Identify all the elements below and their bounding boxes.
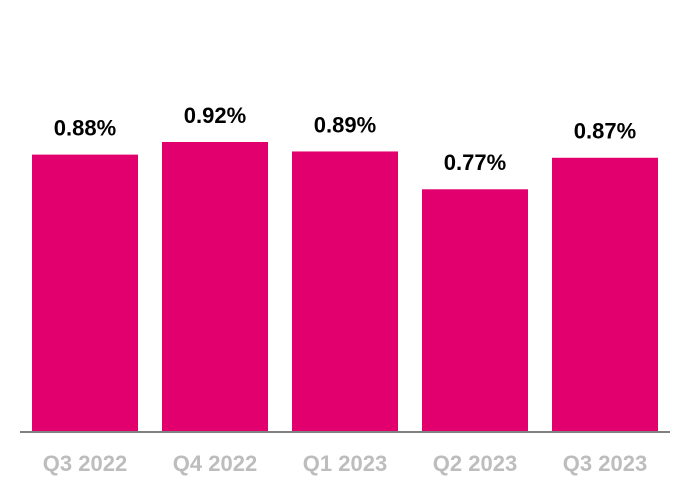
value-label: 0.77% (444, 150, 506, 175)
bar (162, 142, 268, 432)
x-tick-label: Q3 2022 (43, 451, 127, 476)
bar (292, 151, 398, 432)
x-tick-label: Q1 2023 (303, 451, 387, 476)
value-label: 0.89% (314, 112, 376, 137)
value-label: 0.92% (184, 103, 246, 128)
bar (422, 189, 528, 432)
bar (32, 154, 138, 432)
x-tick-label: Q2 2023 (433, 451, 517, 476)
value-label: 0.87% (574, 119, 636, 144)
value-label: 0.88% (54, 115, 116, 140)
x-tick-label: Q4 2022 (173, 451, 257, 476)
x-tick-label: Q3 2023 (563, 451, 647, 476)
bar (552, 157, 658, 432)
